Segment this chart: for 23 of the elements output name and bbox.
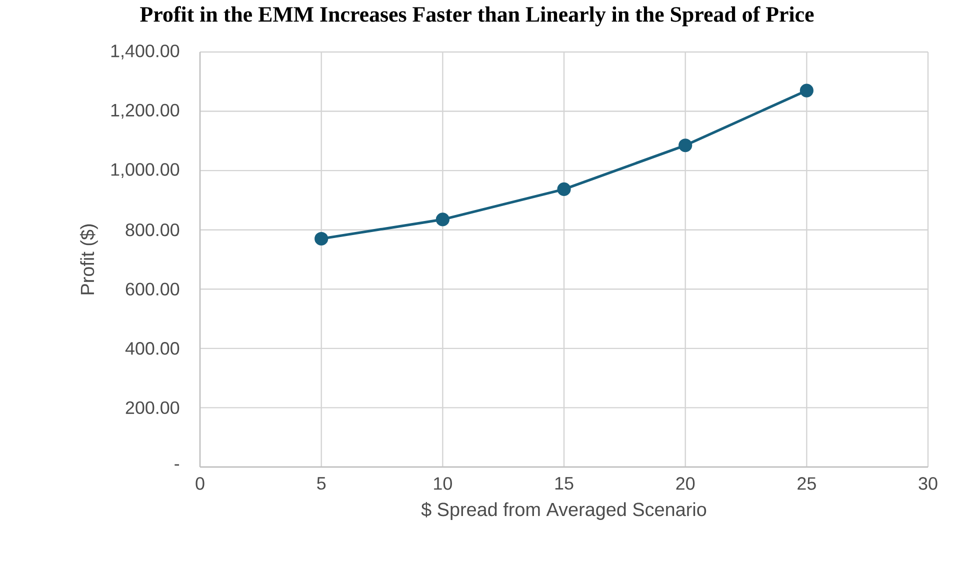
y-tick-label: 200.00: [126, 401, 180, 414]
y-tick-label: 400.00: [125, 342, 180, 355]
y-tick-label: 800.00: [126, 223, 180, 236]
x-tick-label: 20: [676, 477, 695, 490]
y-axis-title: Profit ($): [80, 224, 98, 294]
y-tick-label: 1,200.00: [111, 104, 180, 119]
chart-title: Profit in the EMM Increases Faster than Linearly in the Spread of Price: [140, 6, 814, 26]
point: [314, 232, 328, 246]
x-tick-label: 10: [434, 477, 452, 490]
y-tick-label: -: [174, 464, 180, 466]
x-tick-label: 5: [317, 477, 326, 490]
y-tick-label: 1,400.00: [111, 44, 180, 60]
x-tick-label: 0: [196, 477, 204, 490]
y-tick-label: 600.00: [126, 282, 180, 296]
point: [436, 212, 450, 226]
x-tick-label: 15: [555, 477, 574, 490]
point: [557, 182, 571, 196]
y-tick-label: 1,000.00: [111, 163, 180, 178]
x-tick-label: 25: [798, 477, 816, 490]
point: [678, 138, 692, 152]
x-axis-title: $ Spread from Averaged Scenario: [421, 502, 706, 520]
x-tick-label: 30: [918, 477, 938, 490]
point: [800, 84, 814, 98]
